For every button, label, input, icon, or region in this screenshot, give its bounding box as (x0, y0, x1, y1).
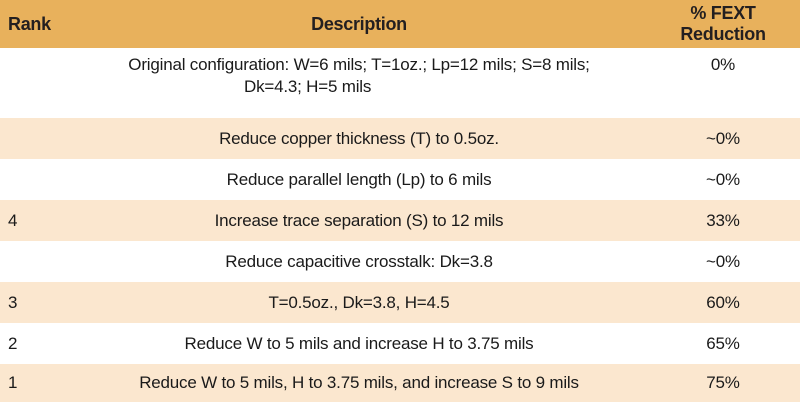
table-row: 1 Reduce W to 5 mils, H to 3.75 mils, an… (0, 364, 800, 402)
cell-description: Reduce copper thickness (T) to 0.5oz. (72, 118, 646, 159)
cell-description: Reduce W to 5 mils, H to 3.75 mils, and … (72, 364, 646, 402)
cell-fext-reduction: 65% (646, 323, 800, 364)
cell-rank (0, 48, 72, 118)
table-row: Original configuration: W=6 mils; T=1oz.… (0, 48, 800, 118)
cell-description: T=0.5oz., Dk=3.8, H=4.5 (72, 282, 646, 323)
cell-rank (0, 241, 72, 282)
table-row: Reduce copper thickness (T) to 0.5oz. ~0… (0, 118, 800, 159)
cell-fext-reduction: 33% (646, 200, 800, 241)
cell-description: Increase trace separation (S) to 12 mils (72, 200, 646, 241)
cell-description: Reduce parallel length (Lp) to 6 mils (72, 159, 646, 200)
header-description: Description (72, 0, 646, 48)
description-line-continued: Dk=4.3; H=5 mils (244, 77, 372, 96)
header-rank: Rank (0, 0, 72, 48)
table-row: 4 Increase trace separation (S) to 12 mi… (0, 200, 800, 241)
table-row: Reduce capacitive crosstalk: Dk=3.8 ~0% (0, 241, 800, 282)
cell-fext-reduction: ~0% (646, 159, 800, 200)
cell-rank: 3 (0, 282, 72, 323)
cell-fext-reduction: 0% (646, 48, 800, 118)
table-row: 3 T=0.5oz., Dk=3.8, H=4.5 60% (0, 282, 800, 323)
description-line: Original configuration: W=6 mils; T=1oz.… (128, 55, 590, 74)
cell-rank (0, 118, 72, 159)
table-row: Reduce parallel length (Lp) to 6 mils ~0… (0, 159, 800, 200)
cell-fext-reduction: 75% (646, 364, 800, 402)
cell-rank (0, 159, 72, 200)
cell-fext-reduction: ~0% (646, 118, 800, 159)
cell-rank: 4 (0, 200, 72, 241)
table-row: 2 Reduce W to 5 mils and increase H to 3… (0, 323, 800, 364)
cell-description: Reduce W to 5 mils and increase H to 3.7… (72, 323, 646, 364)
cell-description: Reduce capacitive crosstalk: Dk=3.8 (72, 241, 646, 282)
cell-rank: 2 (0, 323, 72, 364)
table-header-row: Rank Description % FEXT Reduction (0, 0, 800, 48)
header-fext-reduction: % FEXT Reduction (646, 0, 800, 48)
cell-fext-reduction: 60% (646, 282, 800, 323)
cell-rank: 1 (0, 364, 72, 402)
cell-fext-reduction: ~0% (646, 241, 800, 282)
cell-description: Original configuration: W=6 mils; T=1oz.… (72, 48, 646, 118)
